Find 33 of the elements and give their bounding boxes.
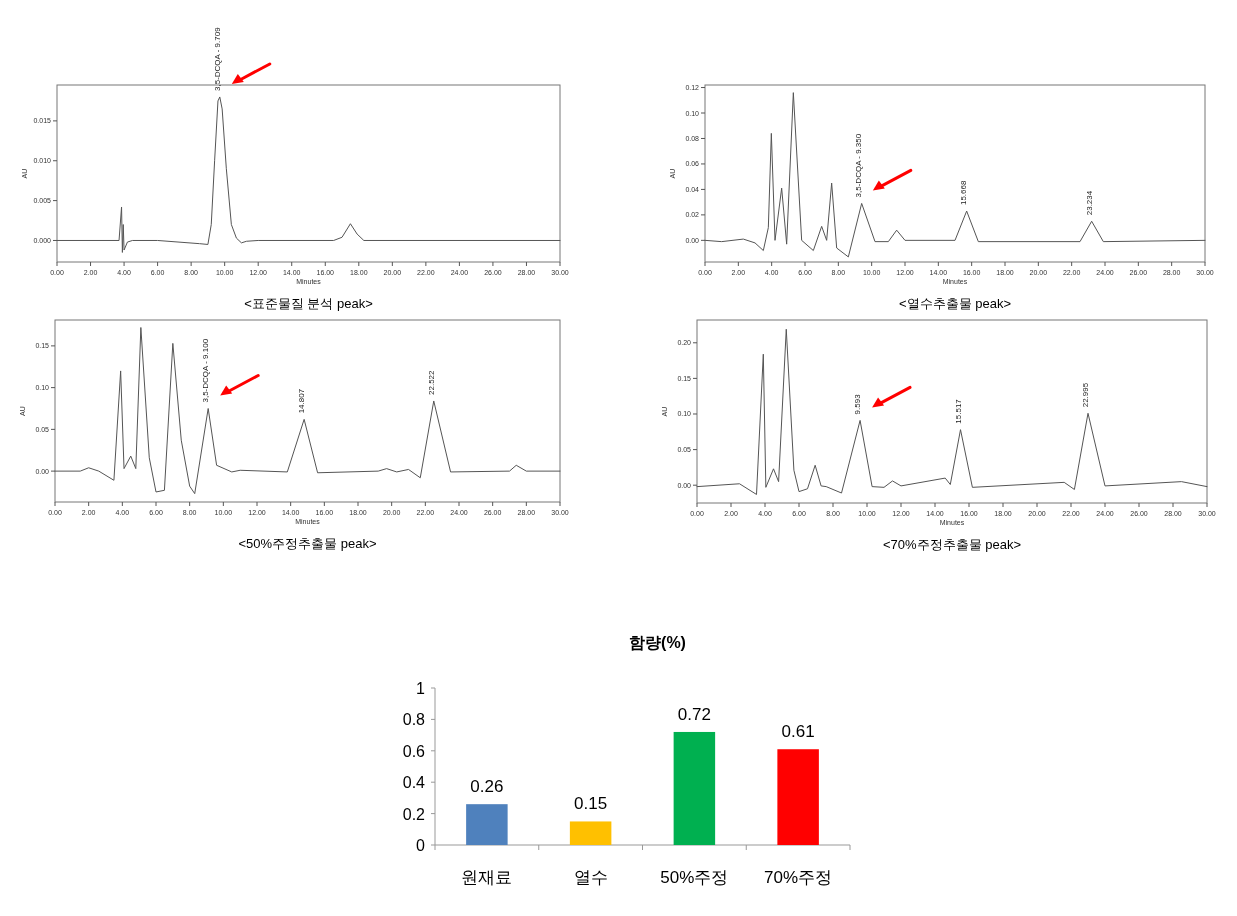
annotation: 3,5-DCQA - 9.100 (201, 338, 211, 403)
y-tick-label: 0.6 (402, 742, 426, 760)
x-tick-label: 70%주정 (764, 868, 833, 887)
annotation: 3,5-DCQA - 9.350 (853, 133, 863, 198)
annotation: 3,5-DCQA - 9.709 (212, 26, 222, 91)
x-tick-label: 50%주정 (660, 868, 729, 887)
annotation: 22.995 (1080, 382, 1090, 408)
data-label: 0.15 (574, 794, 608, 814)
x-tick-label: 열수 (573, 868, 608, 887)
chart-title: 함량(%) (629, 634, 686, 651)
annotation: 23.234 (1085, 190, 1095, 216)
data-label: 0.72 (677, 704, 711, 724)
annotation: 22.522 (427, 369, 437, 395)
y-tick-label: 0.2 (402, 805, 426, 823)
annotation: 15.668 (959, 180, 969, 206)
bar (569, 821, 612, 845)
text: <50%주정추출물 peak> (238, 536, 377, 551)
bar (777, 749, 819, 845)
text: <70%주정추출물 peak> (882, 537, 1022, 552)
y-tick-label: 1 (416, 680, 426, 697)
data-label: 0.61 (781, 722, 815, 742)
text: <열수추출물 peak> (899, 296, 1011, 311)
data-label: 0.26 (470, 777, 504, 797)
y-tick-label: 0.8 (402, 711, 426, 729)
bar (466, 804, 508, 845)
text: <표준물질 분석 peak> (244, 296, 373, 311)
y-tick-label: 0 (416, 837, 426, 854)
y-tick-label: 0.4 (402, 774, 426, 792)
annotation: 14.807 (297, 388, 307, 414)
bar (673, 731, 716, 845)
annotation: 15.517 (953, 398, 963, 424)
annotation: 9.593 (853, 393, 863, 415)
x-tick-label: 원재료 (461, 868, 513, 887)
